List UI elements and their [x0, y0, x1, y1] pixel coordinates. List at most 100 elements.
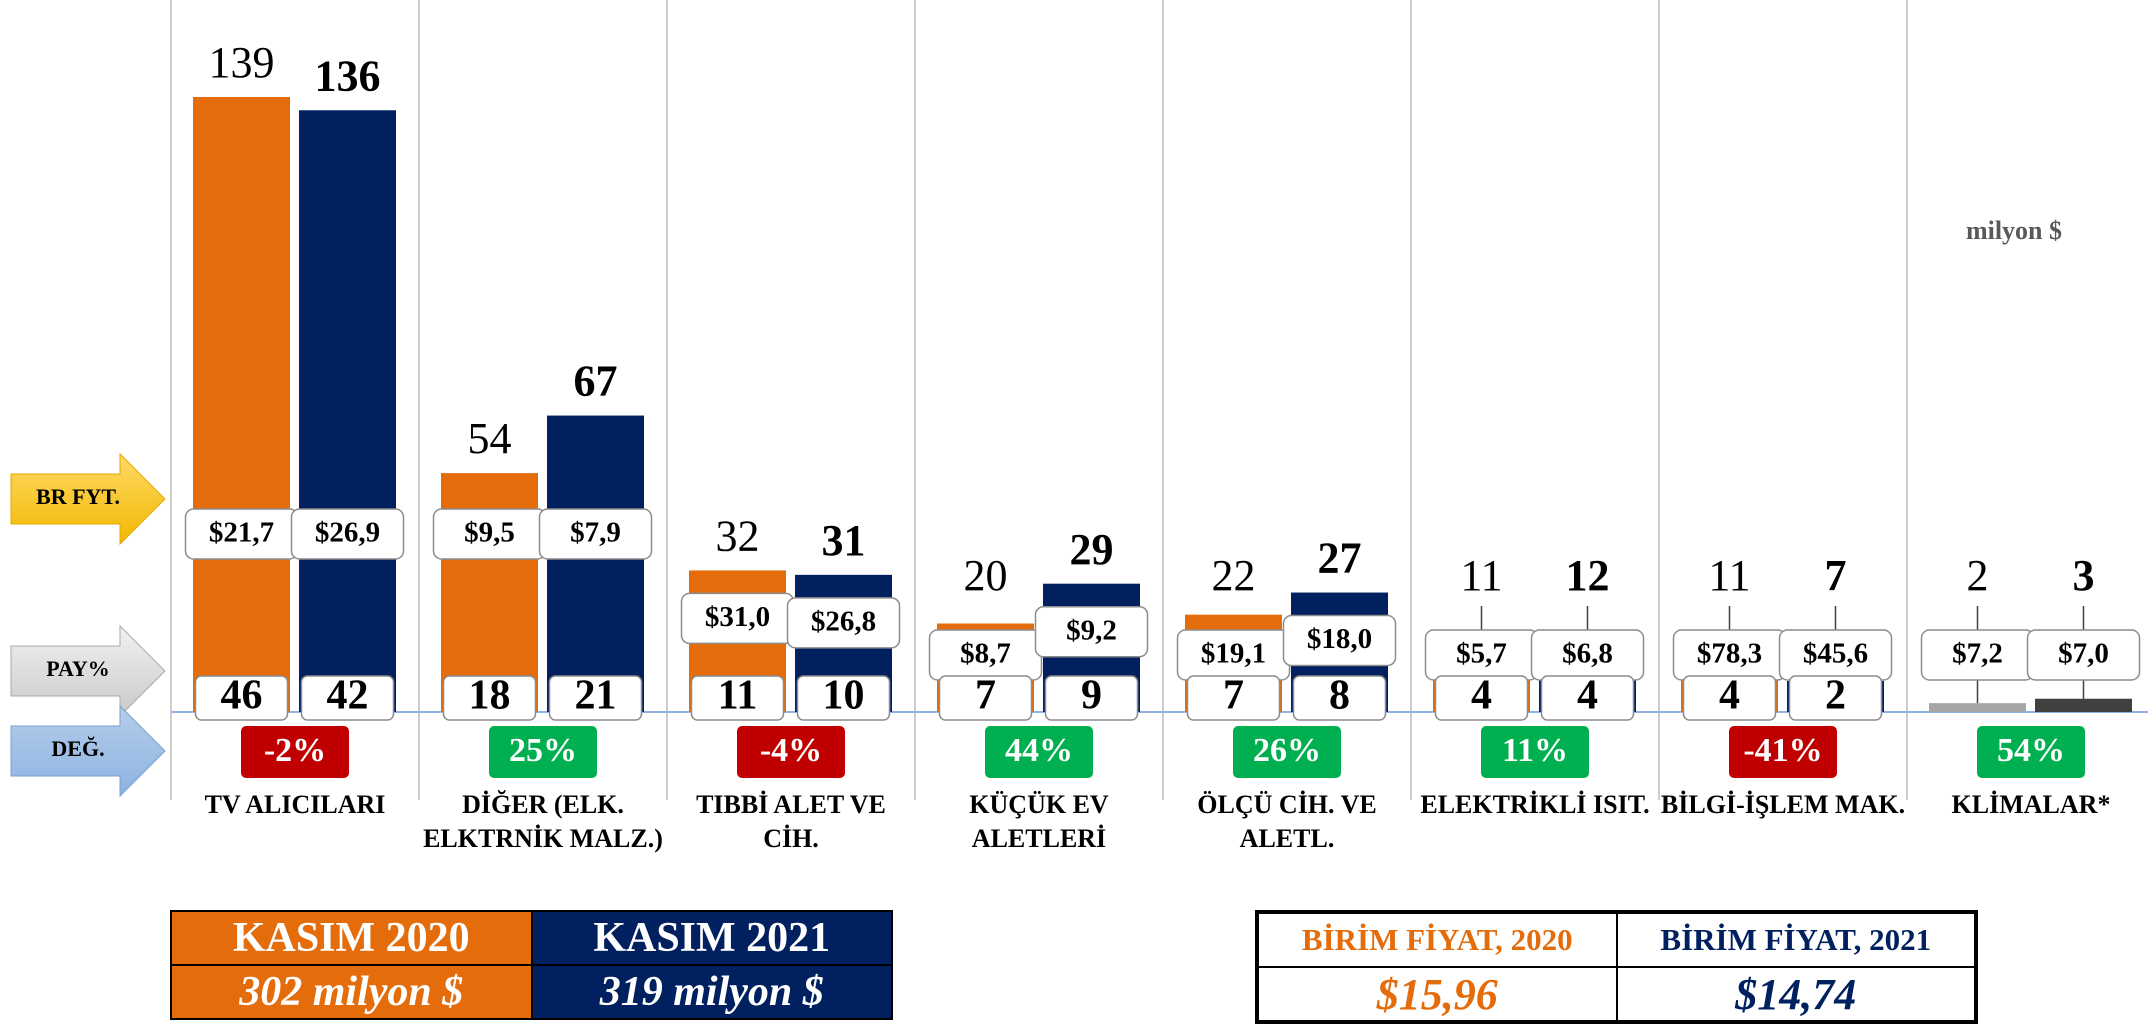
unit-price-label: $31,0: [705, 601, 770, 633]
share-label: 4: [1577, 673, 1598, 719]
unit-price-label: $7,9: [570, 517, 621, 549]
unit-price-box: [290, 508, 405, 560]
change-label: 54%: [1997, 732, 2065, 769]
change-label: 25%: [509, 732, 577, 769]
unit-price-box: [1034, 605, 1149, 658]
change-badge: [737, 726, 845, 778]
unit-price-label: $18,0: [1307, 623, 1372, 655]
value-label: 67: [574, 357, 618, 406]
unit-price-header: BİRİM FİYAT, 2021: [1615, 911, 1977, 968]
bar: [1929, 703, 2026, 712]
unit-price-label: $8,7: [960, 638, 1011, 670]
value-label: 7: [1825, 551, 1847, 600]
unit-price-label: $6,8: [1562, 638, 1613, 670]
unit-price-box: [1282, 614, 1397, 667]
value-label: 20: [964, 551, 1008, 600]
change-badge: [1729, 726, 1837, 778]
share-label: 4: [1719, 673, 1740, 719]
unit-price-label: $7,0: [2058, 638, 2109, 670]
share-label: 7: [975, 673, 996, 719]
avg-unit-price: $15,96: [1256, 966, 1618, 1023]
value-label: 31: [822, 516, 866, 565]
value-label: 11: [1708, 551, 1750, 600]
value-label: 3: [2073, 551, 2095, 600]
change-badge: [1233, 726, 1341, 778]
row-arrow: [10, 624, 166, 718]
unit-price-label: $21,7: [209, 517, 274, 549]
category-label: TIBBİ ALET VE CİH.: [696, 790, 886, 853]
change-label: 11%: [1502, 732, 1568, 769]
share-box: [1292, 675, 1387, 721]
unit-price-label: $5,7: [1456, 638, 1507, 670]
bar: [193, 97, 290, 712]
share-box: [1434, 675, 1529, 721]
unit-price-label: $9,5: [464, 517, 515, 549]
change-label: -41%: [1743, 732, 1822, 769]
share-box: [1186, 675, 1281, 721]
share-label: 4: [1471, 673, 1492, 719]
change-badge: [241, 726, 349, 778]
unit-price-label: $26,9: [315, 517, 380, 549]
share-box: [1540, 675, 1635, 721]
unit-price-header: BİRİM FİYAT, 2020: [1256, 911, 1618, 968]
legend-entry: KASIM 2021: [530, 910, 893, 966]
row-arrow: [10, 452, 166, 546]
value-label: 139: [209, 38, 275, 87]
row-label: BR FYT.: [36, 484, 120, 509]
category-label: KLİMALAR*: [1951, 790, 2111, 819]
unit-price-label: $78,3: [1697, 638, 1762, 670]
share-box: [1682, 675, 1777, 721]
change-badge: [985, 726, 1093, 778]
share-label: 10: [823, 673, 865, 719]
share-box: [194, 675, 289, 721]
share-box: [300, 675, 395, 721]
share-label: 11: [718, 673, 758, 719]
share-label: 8: [1329, 673, 1350, 719]
share-box: [548, 675, 643, 721]
share-label: 7: [1223, 673, 1244, 719]
share-box: [938, 675, 1033, 721]
value-label: 11: [1460, 551, 1502, 600]
category-label: ÖLÇÜ CİH. VE ALETL.: [1197, 790, 1377, 853]
share-label: 42: [327, 673, 369, 719]
share-label: 18: [469, 673, 511, 719]
change-badge: [1977, 726, 2085, 778]
value-label: 136: [315, 51, 381, 100]
value-label: 12: [1566, 551, 1610, 600]
share-label: 46: [221, 673, 263, 719]
share-label: 21: [575, 673, 617, 719]
share-box: [442, 675, 537, 721]
row-label: DEĞ.: [51, 736, 104, 761]
share-box: [690, 675, 785, 721]
total-label: 302 milyon $: [170, 964, 533, 1020]
legend-table: KASIM 2020 KASIM 2021 302 milyon $ 319 m…: [170, 910, 893, 1020]
share-box: [1044, 675, 1139, 721]
avg-unit-price: $14,74: [1615, 966, 1977, 1023]
unit-price-box: [538, 508, 653, 560]
unit-price-box: [2026, 629, 2141, 681]
total-label: 319 milyon $: [530, 964, 893, 1020]
unit-price-label: $26,8: [811, 605, 876, 637]
category-label: TV ALICILARI: [204, 790, 386, 819]
value-label: 54: [468, 414, 512, 463]
value-label: 29: [1070, 525, 1114, 574]
row-label: PAY%: [46, 656, 110, 681]
change-badge: [489, 726, 597, 778]
unit-price-label: $19,1: [1201, 638, 1266, 670]
share-label: 9: [1081, 673, 1102, 719]
change-label: -4%: [760, 732, 822, 769]
unit-price-label: $7,2: [1952, 638, 2003, 670]
row-arrow: [10, 704, 166, 798]
category-label: ELEKTRİKLİ ISIT.: [1420, 790, 1650, 819]
unit-label: milyon $: [1966, 216, 2062, 245]
category-label: KÜÇÜK EV ALETLERİ: [969, 790, 1109, 853]
value-label: 32: [716, 512, 760, 561]
unit-price-label: $9,2: [1066, 614, 1117, 646]
category-label: DİĞER (ELK. ELKTRNİK MALZ.): [423, 790, 663, 853]
bar: [299, 110, 396, 713]
unit-price-box: [786, 597, 901, 649]
share-box: [796, 675, 891, 721]
change-label: -2%: [264, 732, 326, 769]
